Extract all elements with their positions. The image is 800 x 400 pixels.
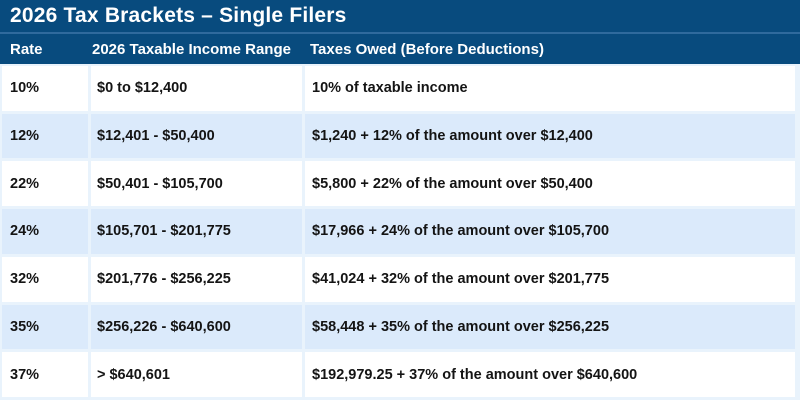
rate-cell: 12% xyxy=(2,113,88,159)
income-range-cell: $201,776 - $256,225 xyxy=(91,256,302,302)
column-header-rate: Rate xyxy=(10,40,43,58)
taxes-owed-cell: $192,979.25 + 37% of the amount over $64… xyxy=(305,352,795,397)
income-range-cell: $256,226 - $640,600 xyxy=(91,304,302,350)
taxes-owed-cell: 10% of taxable income xyxy=(305,66,795,111)
rate-cell: 35% xyxy=(2,304,88,350)
rate-cell: 37% xyxy=(2,352,88,397)
taxes-owed-cell: $17,966 + 24% of the amount over $105,70… xyxy=(305,209,795,254)
column-header-row: Rate 2026 Taxable Income Range Taxes Owe… xyxy=(0,34,800,64)
income-range-cell: > $640,601 xyxy=(91,352,302,397)
income-range-cell: $0 to $12,400 xyxy=(91,66,302,111)
rate-cell: 22% xyxy=(2,161,88,207)
column-header-taxes-owed: Taxes Owed (Before Deductions) xyxy=(310,40,544,58)
table-body: 10% $0 to $12,400 10% of taxable income … xyxy=(0,64,800,400)
income-range-cell: $12,401 - $50,400 xyxy=(91,113,302,159)
taxes-owed-cell: $5,800 + 22% of the amount over $50,400 xyxy=(305,161,795,207)
page-title: 2026 Tax Brackets – Single Filers xyxy=(10,4,347,27)
taxes-owed-cell: $58,448 + 35% of the amount over $256,22… xyxy=(305,304,795,350)
rate-cell: 24% xyxy=(2,209,88,254)
rate-cell: 10% xyxy=(2,66,88,111)
taxes-owed-cell: $41,024 + 32% of the amount over $201,77… xyxy=(305,256,795,302)
taxes-owed-cell: $1,240 + 12% of the amount over $12,400 xyxy=(305,113,795,159)
income-range-cell: $50,401 - $105,700 xyxy=(91,161,302,207)
column-header-income-range: 2026 Taxable Income Range xyxy=(92,40,291,58)
title-bar: 2026 Tax Brackets – Single Filers xyxy=(0,0,800,34)
rate-cell: 32% xyxy=(2,256,88,302)
income-range-cell: $105,701 - $201,775 xyxy=(91,209,302,254)
